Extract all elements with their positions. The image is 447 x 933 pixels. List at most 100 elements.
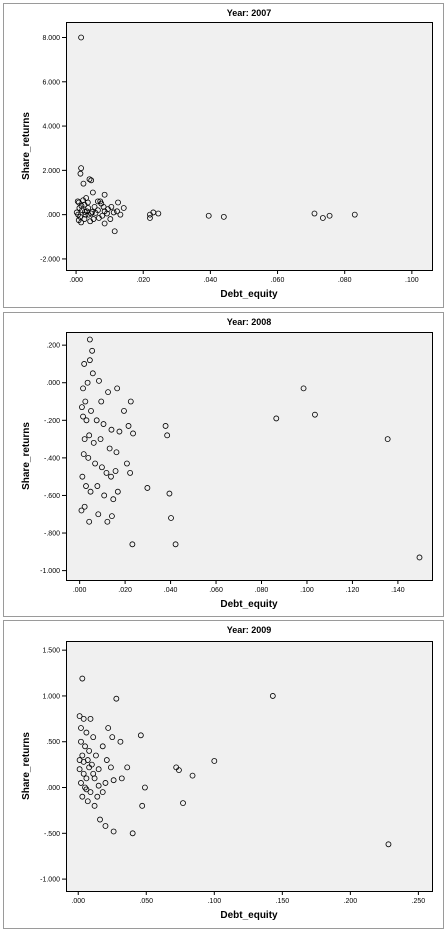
chart-1-data-point: [86, 432, 93, 439]
chart-2-data-point: [139, 802, 146, 809]
chart-0-data-point: [77, 170, 84, 177]
chart-2-data-point: [211, 758, 218, 764]
chart-0-x-tick-label: .040: [204, 277, 218, 284]
chart-1-data-point: [94, 483, 101, 489]
chart-1-data-point: [97, 436, 104, 442]
chart-0-y-tick-label: 8.000: [42, 35, 60, 42]
chart-0-data-point: [89, 189, 96, 196]
chart-0-y-tick-label: .000: [46, 212, 60, 219]
chart-1-y-tick-label: -.400: [44, 455, 60, 462]
chart-1-data-point: [85, 454, 92, 461]
chart-2-data-point: [91, 802, 98, 809]
chart-2-data-point: [109, 734, 116, 741]
chart-0-data-point: [120, 205, 127, 211]
chart-1-data-point: [96, 377, 102, 384]
chart-2-x-tick-label: .150: [276, 898, 290, 905]
chart-1-y-axis-label: Share_returns: [21, 422, 32, 490]
chart-2-x-tick-label: .050: [139, 898, 153, 905]
chart-0-data-point: [101, 191, 108, 198]
chart-0-title: Year: 2007: [227, 8, 272, 18]
chart-2-data-point: [79, 752, 86, 759]
chart-2-data-point: [87, 789, 94, 795]
chart-1-x-tick-label: .080: [255, 587, 269, 594]
chart-1-data-point: [90, 439, 97, 446]
chart-2-y-tick-label: .000: [46, 785, 60, 792]
chart-1-data-point: [162, 423, 169, 429]
chart-2-y-tick-label: -.500: [44, 831, 60, 838]
chart-2-data-point: [110, 828, 117, 835]
chart-1-data-point: [101, 492, 108, 499]
chart-0-data-point: [147, 215, 153, 221]
chart-2-data-point: [99, 743, 106, 750]
chart-0-data-point: [101, 220, 108, 227]
chart-0-data-point: [78, 202, 85, 209]
chart-2-title: Year: 2009: [227, 625, 272, 635]
chart-1-y-tick-label: .200: [46, 343, 60, 350]
chart-2-y-tick-label: 1.000: [42, 693, 60, 700]
chart-2-data-point: [83, 729, 90, 736]
chart-1-data-point: [81, 436, 88, 442]
chart-1-y-tick-label: -1.000: [40, 568, 60, 575]
chart-0-data-point: [81, 216, 88, 222]
chart-0-x-axis-label: Debt_equity: [220, 289, 278, 300]
chart-1-data-point: [144, 485, 151, 491]
chart-1-x-tick-label: .120: [346, 587, 360, 594]
chart-0-data-point: [114, 208, 120, 215]
chart-1-data-point: [81, 361, 88, 367]
chart-2-data-point: [124, 764, 131, 771]
chart-1-data-point: [98, 398, 105, 405]
chart-1-data-point: [121, 408, 127, 414]
chart-1-data-point: [80, 451, 87, 458]
chart-1-data-point: [93, 417, 100, 424]
chart-0-data-point: [104, 210, 110, 217]
chart-1-data-point: [82, 398, 89, 405]
chart-0-x-tick-label: .080: [338, 277, 352, 284]
chart-0-data-point: [82, 211, 89, 218]
chart-2-data-point: [99, 789, 106, 795]
chart-1-data-point: [80, 385, 86, 392]
chart-0-data-point: [110, 209, 117, 216]
chart-2-data-point: [76, 766, 83, 773]
chart-2-data-point: [113, 695, 120, 702]
chart-1-data-point: [384, 436, 391, 442]
chart-0-x-tick-label: .060: [271, 277, 285, 284]
chart-0-y-tick-label: 6.000: [42, 79, 60, 86]
chart-2-data-point: [83, 775, 90, 782]
chart-1-data-point: [127, 398, 134, 405]
chart-2-data-point: [83, 786, 90, 793]
chart-1-y-tick-label: -.800: [44, 531, 60, 538]
chart-2-data-point: [78, 738, 84, 745]
chart-1-y-tick-label: .000: [46, 380, 60, 387]
chart-1-data-point: [86, 336, 93, 343]
chart-2-data-point: [78, 780, 84, 786]
chart-2-data-point: [78, 725, 84, 731]
chart-2-data-point: [107, 764, 114, 771]
chart-1-x-tick-label: .060: [209, 587, 223, 594]
chart-0-data-point: [319, 215, 326, 221]
chart-1-data-point: [124, 460, 130, 467]
chart-1-data-point: [168, 515, 174, 521]
chart-2-plot-area: [66, 641, 433, 892]
chart-2-data-point: [80, 715, 87, 722]
chart-2-y-tick-label: 1.500: [42, 648, 60, 655]
chart-0-data-point: [115, 199, 121, 206]
chart-0-data-point: [99, 212, 106, 219]
chart-1-data-point: [99, 464, 105, 471]
chart-0-y-tick-label: 2.000: [42, 168, 60, 175]
chart-0-plot-area: [66, 22, 433, 271]
chart-0-data-point: [80, 180, 87, 187]
chart-0-data-point: [92, 209, 99, 216]
chart-2-data-point: [269, 693, 276, 699]
chart-0-data-point: [205, 212, 212, 219]
chart-1-data-point: [84, 379, 91, 386]
chart-0-data-point: [85, 205, 92, 211]
chart-0-data-point: [84, 199, 91, 206]
chart-1-data-point: [129, 541, 136, 548]
chart-2-x-tick-label: .250: [412, 898, 426, 905]
chart-1-data-point: [104, 518, 111, 525]
chart-0-data-point: [105, 206, 111, 213]
chart-1-data-point: [114, 488, 121, 495]
chart-1-data-point: [312, 411, 318, 418]
chart-1-data-point: [79, 473, 86, 480]
